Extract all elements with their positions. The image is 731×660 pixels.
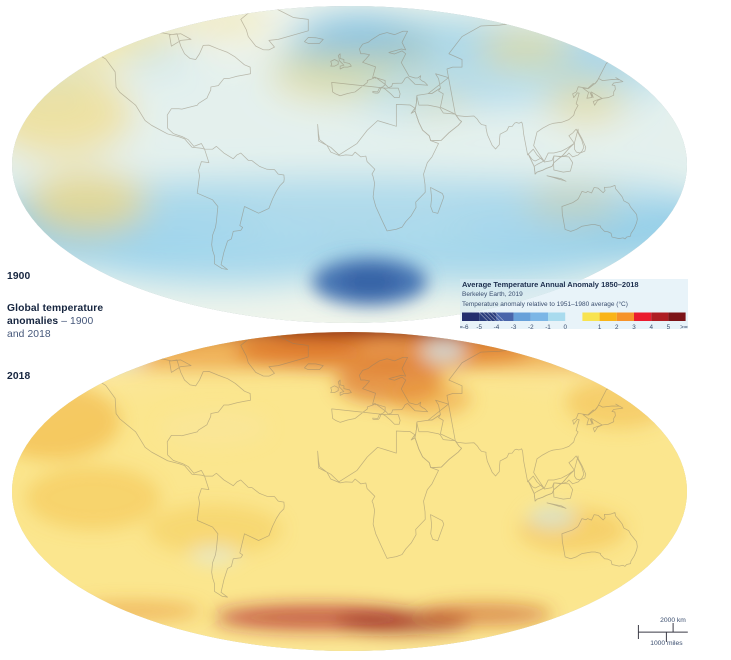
svg-text:-4: -4 bbox=[494, 324, 500, 329]
svg-text:<=-6: <=-6 bbox=[460, 324, 469, 329]
svg-text:1: 1 bbox=[598, 324, 602, 329]
svg-text:0: 0 bbox=[563, 324, 567, 329]
svg-text:2000 km: 2000 km bbox=[660, 617, 686, 624]
svg-text:5: 5 bbox=[667, 324, 671, 329]
svg-text:Berkeley Earth, 2019: Berkeley Earth, 2019 bbox=[462, 291, 523, 298]
svg-text:>=6: >=6 bbox=[680, 324, 688, 329]
svg-text:-1: -1 bbox=[545, 324, 551, 329]
svg-text:2: 2 bbox=[615, 324, 619, 329]
svg-text:Average Temperature Annual Ano: Average Temperature Annual Anomaly 1850–… bbox=[462, 280, 639, 289]
svg-text:1000 miles: 1000 miles bbox=[650, 640, 683, 646]
svg-text:-2: -2 bbox=[528, 324, 534, 329]
svg-text:Temperature anomaly relative t: Temperature anomaly relative to 1951–198… bbox=[462, 300, 628, 308]
svg-text:3: 3 bbox=[632, 324, 636, 329]
svg-text:-5: -5 bbox=[476, 324, 482, 329]
svg-text:4: 4 bbox=[649, 324, 653, 329]
svg-text:-3: -3 bbox=[511, 324, 517, 329]
